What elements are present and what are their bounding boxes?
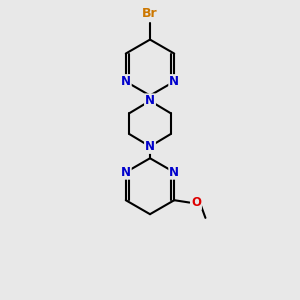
Text: Br: Br xyxy=(142,8,158,20)
Text: N: N xyxy=(169,166,179,179)
Text: N: N xyxy=(121,75,131,88)
Text: N: N xyxy=(145,140,155,153)
Text: N: N xyxy=(121,166,131,179)
Text: N: N xyxy=(169,75,179,88)
Text: N: N xyxy=(145,94,155,107)
Text: O: O xyxy=(191,196,201,209)
